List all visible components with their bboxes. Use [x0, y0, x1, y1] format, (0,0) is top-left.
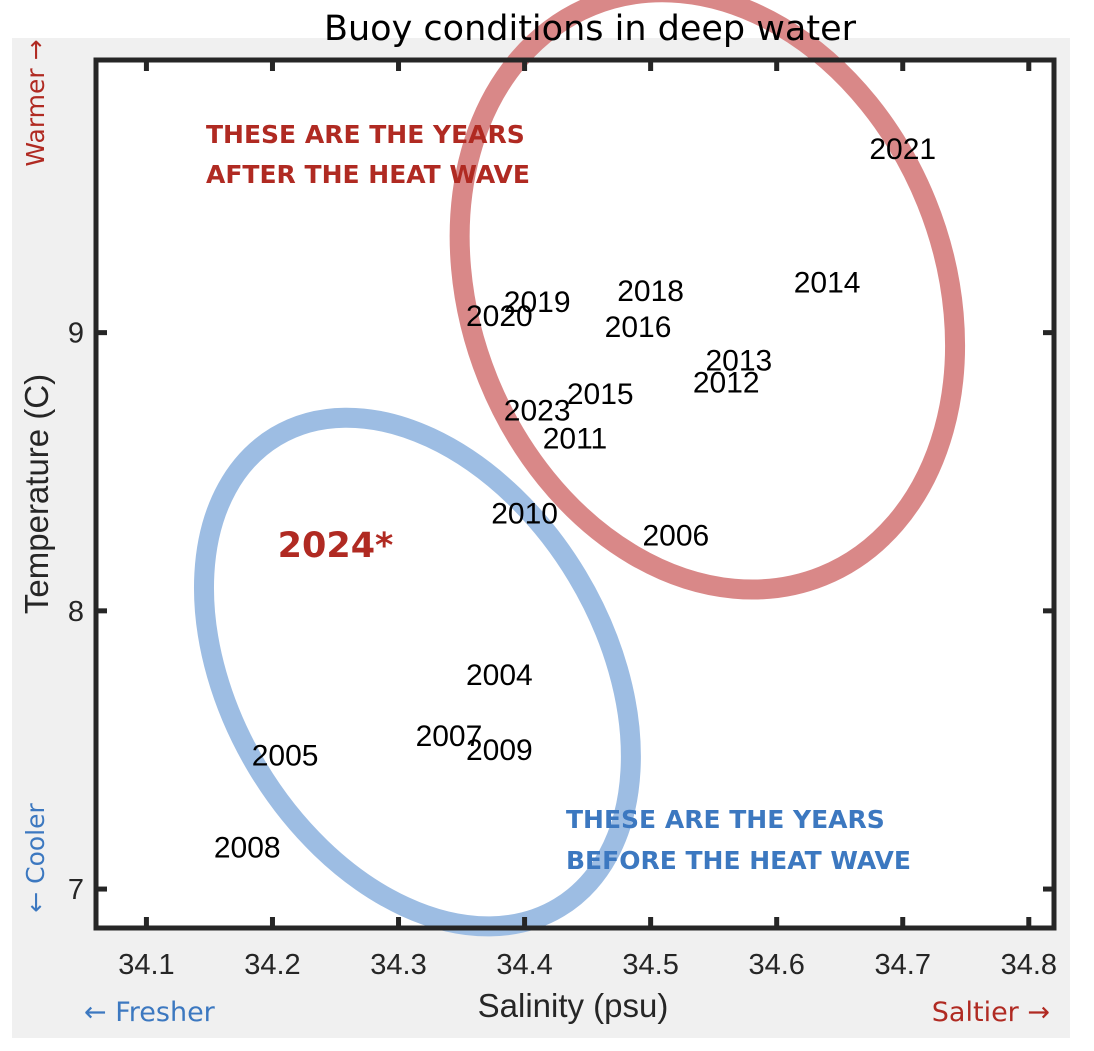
x-tick-label: 34.3	[370, 949, 426, 981]
before-heatwave-line-2: BEFORE THE HEAT WAVE	[566, 846, 911, 875]
point-label: 2013	[705, 344, 772, 377]
point-label-highlight: 2024*	[278, 526, 394, 566]
chart-title: Buoy conditions in deep water	[324, 9, 857, 49]
point-label: 2015	[567, 378, 634, 411]
after-heatwave-line-1: THESE ARE THE YEARS	[206, 120, 525, 149]
x-tick-label: 34.1	[118, 949, 174, 981]
fresher-direction-label: ← Fresher	[84, 997, 216, 1028]
y-tick-label: 8	[68, 596, 84, 628]
warmer-direction-label: Warmer →	[21, 39, 50, 166]
axes-frame	[93, 57, 1057, 931]
point-label: 2011	[543, 422, 608, 455]
saltier-direction-label: Saltier →	[932, 997, 1050, 1028]
y-axis-label: Temperature (C)	[18, 374, 55, 614]
point-label: 2004	[466, 659, 533, 692]
point-label: 2012	[693, 367, 760, 400]
point-label: 2016	[605, 311, 672, 344]
x-tick-label: 34.7	[875, 949, 931, 981]
cooler-direction-label: ← Cooler	[21, 803, 50, 913]
tick-layer: 34.1 34.2 34.3 34.4 34.5 34.6 34.7 34.8 7 8 9	[68, 60, 1057, 981]
x-tick-label: 34.8	[1001, 949, 1057, 981]
ellipse-before-heatwave	[193, 407, 641, 937]
point-label: 2007	[416, 720, 483, 753]
point-label: 2014	[794, 267, 861, 300]
y-tick-label: 9	[68, 318, 84, 350]
before-heatwave-line-1: THESE ARE THE YEARS	[566, 805, 885, 834]
x-tick-label: 34.4	[496, 949, 552, 981]
point-label: 2005	[252, 740, 319, 773]
point-label: 2023	[504, 395, 571, 428]
point-label: 2020	[466, 300, 533, 333]
y-tick-label: 7	[68, 874, 84, 906]
x-tick-label: 34.5	[622, 949, 678, 981]
ellipse-after-heatwave	[449, 0, 966, 600]
point-label: 2019	[504, 286, 571, 319]
x-axis-label: Salinity (psu)	[478, 987, 669, 1024]
point-label: 2010	[491, 497, 558, 530]
ellipse-layer	[193, 0, 966, 937]
x-tick-label: 34.2	[244, 949, 300, 981]
point-label: 2018	[617, 275, 684, 308]
point-label: 2009	[466, 734, 533, 767]
point-label: 2021	[869, 133, 936, 166]
point-label: 2006	[642, 520, 709, 553]
after-heatwave-line-2: AFTER THE HEAT WAVE	[206, 160, 530, 189]
point-label: 2008	[214, 831, 281, 864]
x-tick-label: 34.6	[748, 949, 804, 981]
